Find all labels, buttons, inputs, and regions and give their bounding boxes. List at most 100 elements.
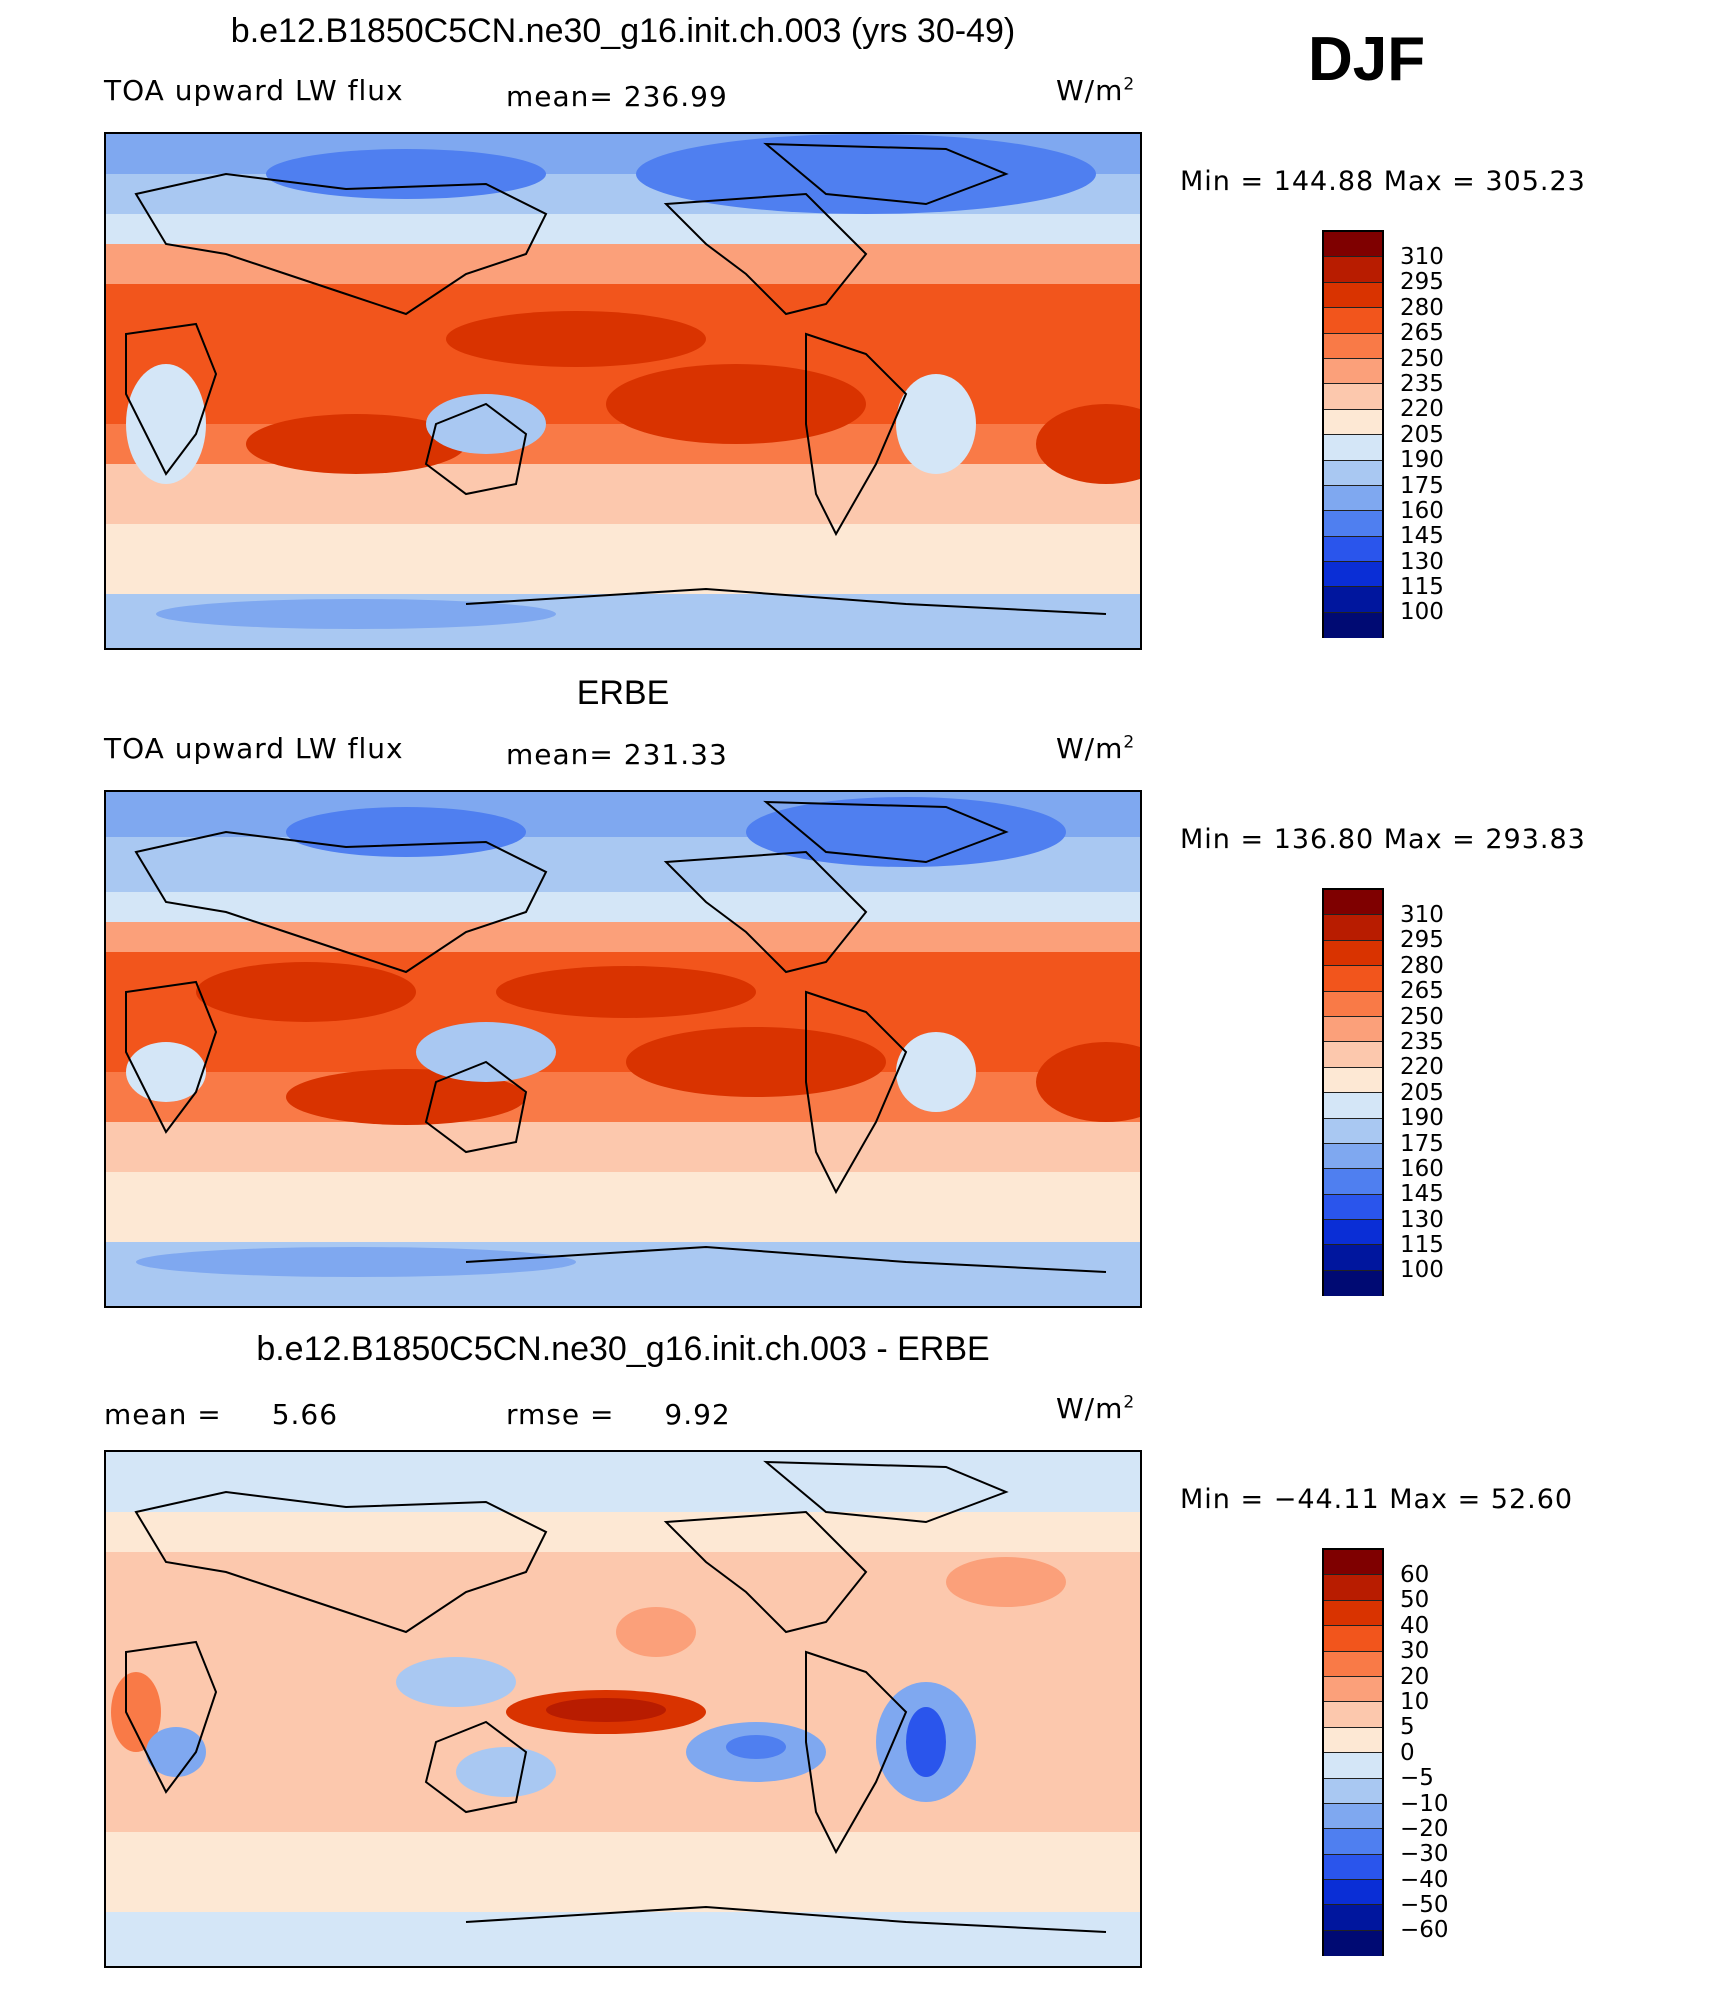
colorbar-label: 175 bbox=[1400, 1130, 1444, 1157]
colorbar-swatch bbox=[1324, 991, 1382, 1017]
panel3-rmse-value: 9.92 bbox=[664, 1398, 731, 1431]
panel2-mean: mean= 231.33 bbox=[506, 738, 728, 771]
colorbar-label: 265 bbox=[1400, 978, 1444, 1005]
colorbar-swatch bbox=[1324, 1803, 1382, 1830]
panel3-minmax: Min = −44.11 Max = 52.60 bbox=[1180, 1484, 1574, 1515]
colorbar-label: 295 bbox=[1400, 927, 1444, 954]
colorbar-label: 145 bbox=[1400, 523, 1444, 550]
colorbar-swatch bbox=[1324, 1118, 1382, 1144]
colorbar-label: −30 bbox=[1400, 1841, 1449, 1868]
colorbar-swatch bbox=[1324, 1753, 1382, 1779]
colorbar-label: 310 bbox=[1400, 902, 1444, 928]
colorbar-label: −5 bbox=[1400, 1765, 1434, 1792]
colorbar-label: −50 bbox=[1400, 1892, 1449, 1919]
panel3-colorbar-labels: 60 50 40 30 20 10 5 0 −5 −10 −20 −30 −40… bbox=[1400, 1562, 1449, 1944]
colorbar-label: 160 bbox=[1400, 497, 1444, 524]
panel2-minmax: Min = 136.80 Max = 293.83 bbox=[1180, 824, 1586, 855]
colorbar-swatch bbox=[1324, 612, 1382, 639]
colorbar-swatch bbox=[1324, 1016, 1382, 1043]
panel1-map bbox=[104, 132, 1142, 650]
panel2-colorbar bbox=[1322, 888, 1384, 1297]
panel1-colorbar-labels: 310 295 280 265 250 235 220 205 190 175 … bbox=[1400, 244, 1444, 626]
colorbar-label: 20 bbox=[1400, 1663, 1430, 1690]
colorbar-swatch bbox=[1324, 384, 1382, 410]
panel2-variable-label: TOA upward LW flux bbox=[104, 732, 404, 765]
colorbar-swatch bbox=[1324, 1905, 1382, 1931]
season-label: DJF bbox=[1308, 25, 1426, 94]
panel1-units-sup: 2 bbox=[1123, 74, 1136, 95]
colorbar-label: 250 bbox=[1400, 345, 1444, 372]
colorbar-label: 160 bbox=[1400, 1155, 1444, 1182]
panel3-map bbox=[104, 1450, 1142, 1968]
colorbar-label: 265 bbox=[1400, 320, 1444, 347]
panel3-mean-label: mean = bbox=[104, 1398, 222, 1431]
colorbar-label: 60 bbox=[1400, 1562, 1430, 1588]
panel3-rmse: rmse = 9.92 bbox=[506, 1398, 731, 1431]
colorbar-swatch bbox=[1324, 1169, 1382, 1195]
colorbar-label: −20 bbox=[1400, 1815, 1449, 1842]
colorbar-label: 280 bbox=[1400, 294, 1444, 321]
panel2-map bbox=[104, 790, 1142, 1308]
colorbar-swatch bbox=[1324, 333, 1382, 359]
panel3-colorbar bbox=[1322, 1548, 1384, 1957]
colorbar-label: 190 bbox=[1400, 1105, 1444, 1132]
panel1-mean-label: mean= bbox=[506, 80, 614, 113]
colorbar-label: 115 bbox=[1400, 574, 1444, 601]
colorbar-label: 205 bbox=[1400, 421, 1444, 448]
colorbar-swatch bbox=[1324, 915, 1382, 941]
colorbar-label: 280 bbox=[1400, 952, 1444, 979]
colorbar-label: 100 bbox=[1400, 1257, 1444, 1284]
colorbar-swatch bbox=[1324, 536, 1382, 563]
colorbar-label: 220 bbox=[1400, 396, 1444, 423]
colorbar-swatch bbox=[1324, 1676, 1382, 1703]
colorbar-swatch bbox=[1324, 1093, 1382, 1119]
colorbar-swatch bbox=[1324, 435, 1382, 461]
colorbar-swatch bbox=[1324, 1880, 1382, 1906]
colorbar-swatch bbox=[1324, 966, 1382, 992]
panel3-mean: mean = 5.66 bbox=[104, 1398, 338, 1431]
colorbar-swatch bbox=[1324, 1727, 1382, 1754]
colorbar-swatch bbox=[1324, 257, 1382, 283]
panel2-mean-value: 231.33 bbox=[623, 738, 728, 771]
colorbar-label: 175 bbox=[1400, 472, 1444, 499]
panel1-title: b.e12.B1850C5CN.ne30_g16.init.ch.003 (yr… bbox=[230, 12, 1016, 50]
colorbar-swatch bbox=[1324, 1829, 1382, 1855]
panel1-mean: mean= 236.99 bbox=[506, 80, 728, 113]
colorbar-label: 130 bbox=[1400, 548, 1444, 575]
colorbar-label: −60 bbox=[1400, 1917, 1449, 1944]
colorbar-swatch bbox=[1324, 1143, 1382, 1170]
panel3-units: W/m2 bbox=[1056, 1392, 1135, 1425]
colorbar-label: 145 bbox=[1400, 1181, 1444, 1208]
panel1-variable-label: TOA upward LW flux bbox=[104, 74, 404, 107]
colorbar-label: 0 bbox=[1400, 1739, 1415, 1766]
colorbar-label: 205 bbox=[1400, 1079, 1444, 1106]
colorbar-label: 40 bbox=[1400, 1612, 1430, 1639]
colorbar-swatch bbox=[1324, 358, 1382, 385]
colorbar-swatch bbox=[1324, 1702, 1382, 1728]
panel2-colorbar-labels: 310 295 280 265 250 235 220 205 190 175 … bbox=[1400, 902, 1444, 1284]
panel3-mean-value: 5.66 bbox=[271, 1398, 339, 1431]
colorbar-swatch bbox=[1324, 1778, 1382, 1804]
colorbar-swatch bbox=[1324, 562, 1382, 588]
colorbar-label: 220 bbox=[1400, 1054, 1444, 1081]
colorbar-swatch bbox=[1324, 940, 1382, 967]
colorbar-swatch bbox=[1324, 1651, 1382, 1677]
panel3-title: b.e12.B1850C5CN.ne30_g16.init.ch.003 - E… bbox=[256, 1330, 990, 1368]
panel1-mean-value: 236.99 bbox=[623, 80, 728, 113]
colorbar-label: 310 bbox=[1400, 244, 1444, 270]
colorbar-swatch bbox=[1324, 1626, 1382, 1652]
colorbar-label: 50 bbox=[1400, 1587, 1430, 1614]
panel1-units: W/m2 bbox=[1056, 74, 1135, 107]
colorbar-swatch bbox=[1324, 1600, 1382, 1627]
colorbar-swatch bbox=[1324, 460, 1382, 486]
colorbar-label: 235 bbox=[1400, 370, 1444, 397]
colorbar-swatch bbox=[1324, 282, 1382, 309]
colorbar-swatch bbox=[1324, 1245, 1382, 1271]
colorbar-label: 10 bbox=[1400, 1688, 1430, 1715]
colorbar-label: −10 bbox=[1400, 1790, 1449, 1817]
colorbar-swatch bbox=[1324, 1930, 1382, 1957]
colorbar-swatch bbox=[1324, 409, 1382, 436]
colorbar-swatch bbox=[1324, 587, 1382, 613]
colorbar-label: 100 bbox=[1400, 599, 1444, 626]
colorbar-swatch bbox=[1324, 1067, 1382, 1094]
